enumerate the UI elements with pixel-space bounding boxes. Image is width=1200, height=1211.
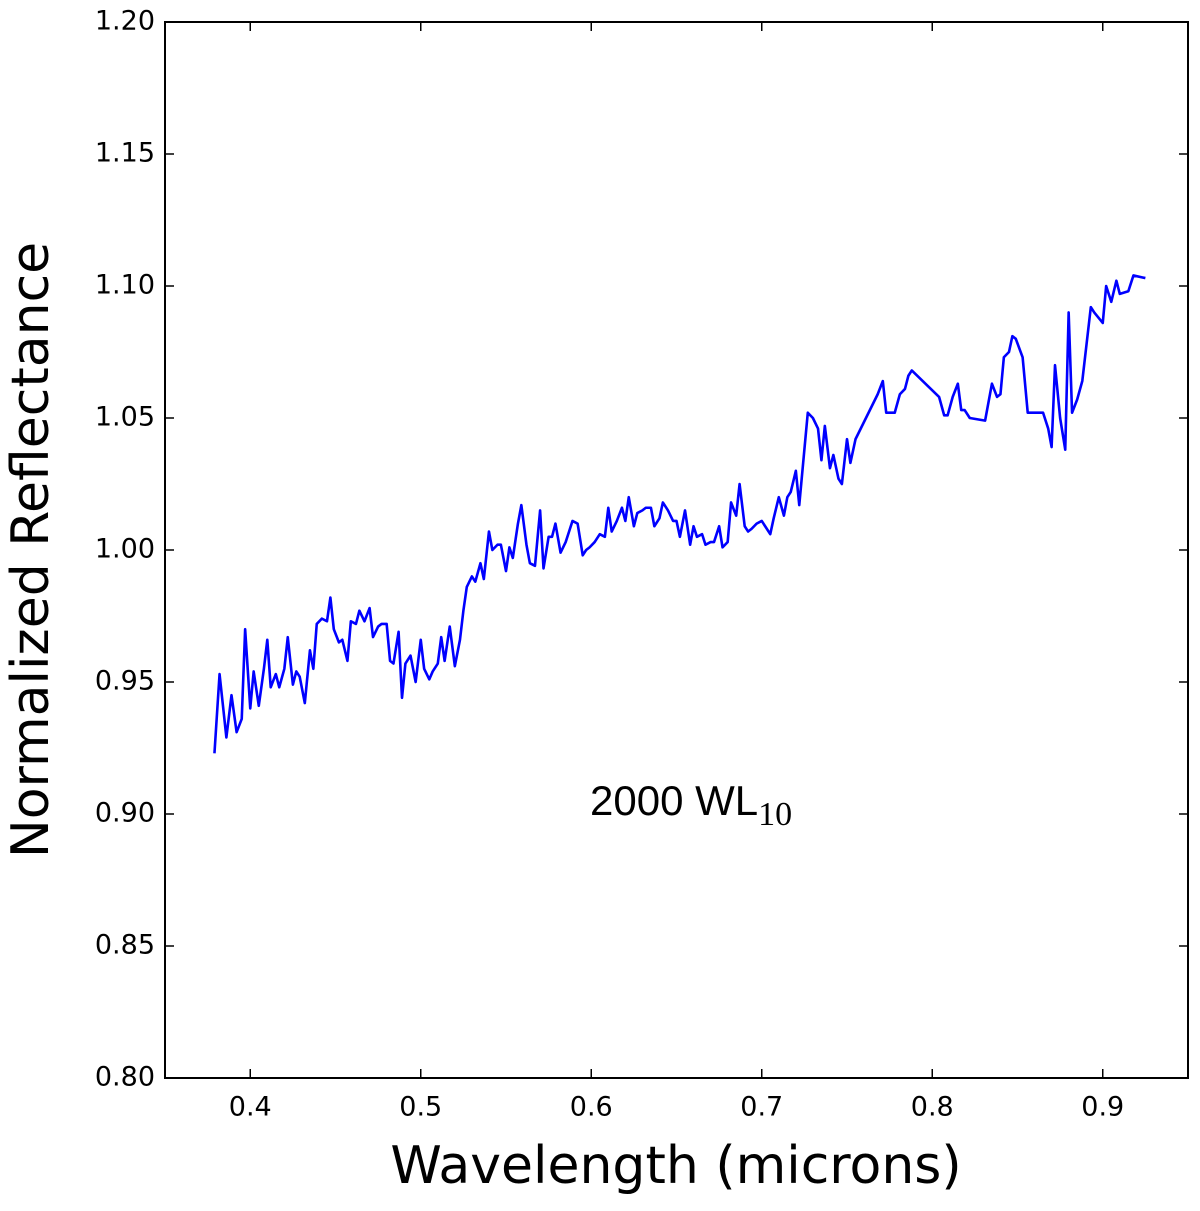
y-tick-label: 0.95 — [95, 666, 155, 697]
y-tick-label: 0.90 — [95, 798, 155, 829]
annotation: 2000 WL10 — [590, 777, 792, 833]
x-tick-label: 0.5 — [399, 1092, 442, 1123]
plot-frame — [164, 21, 1189, 1079]
y-tick-label: 0.85 — [95, 930, 155, 961]
x-tick-label: 0.6 — [570, 1092, 613, 1123]
y-tick-label: 1.10 — [95, 270, 155, 301]
annotation-subscript: 10 — [758, 796, 792, 833]
y-tick-label: 1.00 — [95, 534, 155, 565]
y-tick-label: 1.15 — [95, 138, 155, 169]
y-tick-label: 0.80 — [95, 1062, 155, 1093]
x-axis-label: Wavelength (microns) — [390, 1136, 961, 1196]
y-tick-label: 1.05 — [95, 402, 155, 433]
y-axis-label: Normalized Reflectance — [1, 242, 61, 858]
annotation-text: 2000 WL — [590, 777, 758, 824]
x-tick-label: 0.9 — [1081, 1092, 1124, 1123]
data-line — [213, 274, 1146, 754]
x-tick-label: 0.8 — [911, 1092, 954, 1123]
x-tick-label: 0.4 — [229, 1092, 272, 1123]
y-tick-label: 1.20 — [95, 6, 155, 37]
x-tick-label: 0.7 — [740, 1092, 783, 1123]
